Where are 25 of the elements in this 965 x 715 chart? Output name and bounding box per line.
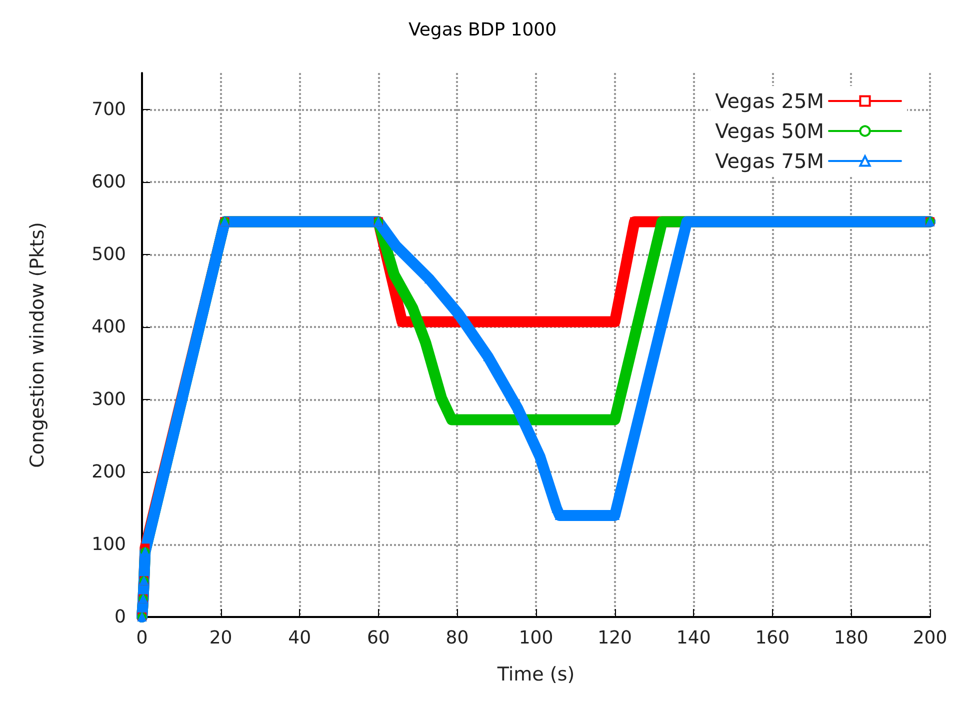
x-tick-label: 140 <box>676 628 711 648</box>
y-tick-label: 600 <box>92 171 126 192</box>
x-tick-label: 0 <box>136 628 148 648</box>
y-axis-title: Congestion window (Pkts) <box>26 222 48 468</box>
x-axis-title: Time (s) <box>496 664 575 686</box>
x-tick-label: 60 <box>366 628 390 648</box>
x-tick-label: 80 <box>446 628 469 648</box>
legend-label: Vegas 75M <box>715 149 824 173</box>
y-tick-label: 0 <box>114 606 126 628</box>
chart-title: Vegas BDP 1000 <box>408 20 557 40</box>
legend-label: Vegas 25M <box>715 89 824 113</box>
y-tick-label: 300 <box>92 388 126 410</box>
x-tick-label: 40 <box>288 628 312 648</box>
y-tick-label: 700 <box>92 98 126 120</box>
y-tick-label: 200 <box>92 461 126 482</box>
x-tick-label: 120 <box>598 628 632 648</box>
x-tick-label: 100 <box>518 628 554 648</box>
y-tick-label: 100 <box>92 534 126 555</box>
y-tick-label: 400 <box>92 316 126 338</box>
x-tick-label: 180 <box>834 628 868 648</box>
x-tick-label: 200 <box>912 628 948 648</box>
x-tick-label: 20 <box>209 628 232 648</box>
x-tick-label: 160 <box>755 628 790 648</box>
y-tick-label: 500 <box>92 244 126 265</box>
legend-label: Vegas 50M <box>715 119 824 143</box>
